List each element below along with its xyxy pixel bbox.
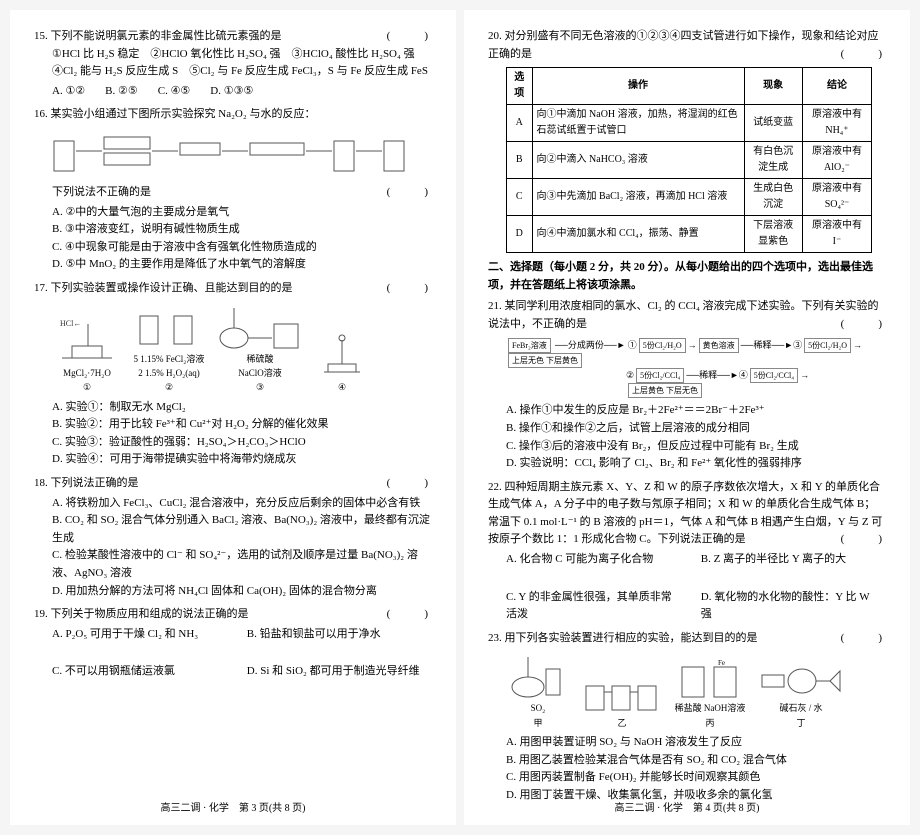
page-left: 15. 下列不能说明氯元素的非金属性比硫元素强的是 ( ) ①HCl 比 H₂S… (10, 10, 456, 825)
q15-optC: C. ④⑤ (158, 83, 191, 101)
q18-a: A. 将铁粉加入 FeCl₃、CuCl₂ 混合溶液中，充分反应后剩余的固体中必含… (52, 495, 432, 513)
q22-opts: A. 化合物 C 可能为离子化合物 B. Z 离子的半径比 Y 离子的大 C. … (506, 551, 886, 624)
q15-line2: ①HCl 比 H₂S 稳定 ②HClO 氧化性比 H₂SO₄ 强 ③HClO₄ … (52, 46, 432, 81)
q21-stem: 21. 某同学利用浓度相同的氯水、Cl₂ 的 CCl₄ 溶液完成下述实验。下列有… (488, 300, 879, 330)
q23-a: A. 用图甲装置证明 SO₂ 与 NaOH 溶液发生了反应 (506, 734, 886, 752)
q22-c: C. Y 的非金属性很强，其单质非常活泼 (506, 589, 681, 624)
q19-d: D. Si 和 SiO₂ 都可用于制造光导纤维 (247, 663, 422, 681)
q21-c: C. 操作③后的溶液中没有 Br₂，但反应过程中可能有 Br₂ 生成 (506, 438, 886, 456)
q17: 17. 下列实验装置或操作设计正确、且能达到目的的是 ( ) HCl← MgCl… (34, 280, 432, 469)
q17-diagram: HCl← MgCl₂·7H₂O① 5 1.15% FeCl₂溶液 2 1.5% … (52, 302, 432, 395)
q15: 15. 下列不能说明氯元素的非金属性比硫元素强的是 ( ) ①HCl 比 H₂S… (34, 28, 432, 100)
q21: 21. 某同学利用浓度相同的氯水、Cl₂ 的 CCl₄ 溶液完成下述实验。下列有… (488, 298, 886, 472)
q19-b: B. 铅盐和钡盐可以用于净水 (247, 626, 422, 644)
q19-opts: A. P₂O₅ 可用于干燥 Cl₂ 和 NH₃ B. 铅盐和钡盐可以用于净水 C… (52, 626, 432, 681)
q20: 20. 对分别盛有不同无色溶液的①②③④四支试管进行如下操作，现象和结论对应正确… (488, 28, 886, 253)
q17-opts: A. 实验①：制取无水 MgCl₂ B. 实验②：用于比较 Fe³⁺和 Cu²⁺… (52, 399, 432, 469)
q15-optB: B. ②⑤ (105, 83, 138, 101)
q19-c: C. 不可以用钢瓶储运液氯 (52, 663, 227, 681)
q19-stem: 19. 下列关于物质应用和组成的说法正确的是 (34, 608, 249, 620)
q18-b: B. CO₂ 和 SO₂ 混合气体分别通入 BaCl₂ 溶液、Ba(NO₃)₂ … (52, 512, 432, 547)
q19-a: A. P₂O₅ 可用于干燥 Cl₂ 和 NH₃ (52, 626, 227, 644)
q18-c: C. 检验某酸性溶液中的 Cl⁻ 和 SO₄²⁻，选用的试剂及顺序是过量 Ba(… (52, 547, 432, 582)
q16-note: 下列说法不正确的是 ( ) (52, 184, 432, 202)
q21-opts: A. 操作①中发生的反应是 Br₂＋2Fe²⁺＝＝2Br⁻＋2Fe³⁺ B. 操… (506, 402, 886, 472)
q18-opts: A. 将铁粉加入 FeCl₃、CuCl₂ 混合溶液中，充分反应后剩余的固体中必含… (52, 495, 432, 601)
footer-left: 高三二调 · 化学 第 3 页(共 8 页) (10, 801, 456, 817)
q20-table: 选项 操作 现象 结论 A向①中滴加 NaOH 溶液，加热，将湿润的红色石蕊试纸… (506, 67, 872, 253)
q23-stem: 23. 用下列各实验装置进行相应的实验，能达到目的的是 (488, 632, 758, 644)
q23-diagram: SO₂ 甲 乙 Fe 稀盐酸 NaOH溶液 丙 碱石灰 / 水 丁 (506, 651, 886, 730)
q17-a: A. 实验①：制取无水 MgCl₂ (52, 399, 432, 417)
q18-d: D. 用加热分解的方法可将 NH₄Cl 固体和 Ca(OH)₂ 固体的混合物分离 (52, 583, 432, 601)
section-2-heading: 二、选择题（每小题 2 分，共 20 分）。从每小题给出的四个选项中，选出最佳选… (488, 259, 886, 294)
q22: 22. 四种短周期主族元素 X、Y、Z 和 W 的原子序数依次增大，X 和 Y … (488, 479, 886, 624)
q22-a: A. 化合物 C 可能为离子化合物 (506, 551, 681, 569)
q22-d: D. 氧化物的水化物的酸性：Y 比 W 强 (701, 589, 876, 624)
q23-b: B. 用图乙装置检验某混合气体是否有 SO₂ 和 CO₂ 混合气体 (506, 752, 886, 770)
page-right: 20. 对分别盛有不同无色溶液的①②③④四支试管进行如下操作，现象和结论对应正确… (464, 10, 910, 825)
q16-diagram (52, 130, 432, 178)
q15-paren: ( ) (387, 28, 432, 46)
q16-stem: 16. 某实验小组通过下图所示实验探究 Na₂O₂ 与水的反应： (34, 106, 432, 124)
q16-b: B. ③中溶液变红，说明有碱性物质生成 (52, 221, 432, 239)
q16: 16. 某实验小组通过下图所示实验探究 Na₂O₂ 与水的反应： 下列说法不正确… (34, 106, 432, 274)
q17-b: B. 实验②：用于比较 Fe³⁺和 Cu²⁺对 H₂O₂ 分解的催化效果 (52, 416, 432, 434)
q17-d: D. 实验④：可用于海带提碘实验中将海带灼烧成灰 (52, 451, 432, 469)
q18-stem: 18. 下列说法正确的是 (34, 477, 139, 489)
q16-opts: A. ②中的大量气泡的主要成分是氧气 B. ③中溶液变红，说明有碱性物质生成 C… (52, 204, 432, 274)
q21-d: D. 实验说明：CCl₄ 影响了 Cl₂、Br₂ 和 Fe²⁺ 氧化性的强弱排序 (506, 455, 886, 473)
q15-stem: 15. 下列不能说明氯元素的非金属性比硫元素强的是 (34, 30, 282, 42)
q16-a: A. ②中的大量气泡的主要成分是氧气 (52, 204, 432, 222)
svg-text:Fe: Fe (718, 659, 725, 667)
q21-a: A. 操作①中发生的反应是 Br₂＋2Fe²⁺＝＝2Br⁻＋2Fe³⁺ (506, 402, 886, 420)
q15-opts: A. ①② B. ②⑤ C. ④⑤ D. ①③⑤ (52, 83, 432, 101)
q17-stem: 17. 下列实验装置或操作设计正确、且能达到目的的是 (34, 282, 293, 294)
q23: 23. 用下列各实验装置进行相应的实验，能达到目的的是 ( ) SO₂ 甲 乙 … (488, 630, 886, 805)
q22-b: B. Z 离子的半径比 Y 离子的大 (701, 551, 876, 569)
q15-optA: A. ①② (52, 83, 85, 101)
q21-diagram: FeBr₂溶液 ──分成两份──► ①5份Cl₂/H₂O→黄色溶液──稀释──►… (506, 338, 886, 399)
q22-stem: 22. 四种短周期主族元素 X、Y、Z 和 W 的原子序数依次增大，X 和 Y … (488, 481, 882, 546)
q17-c: C. 实验③：验证酸性的强弱：H₂SO₄＞H₂CO₃＞HClO (52, 434, 432, 452)
q20-stem: 20. 对分别盛有不同无色溶液的①②③④四支试管进行如下操作，现象和结论对应正确… (488, 30, 879, 60)
q21-b: B. 操作①和操作②之后，试管上层溶液的成分相同 (506, 420, 886, 438)
q16-c: C. ④中现象可能是由于溶液中含有强氧化性物质造成的 (52, 239, 432, 257)
q23-c: C. 用图丙装置制备 Fe(OH)₂ 并能够长时间观察其颜色 (506, 769, 886, 787)
q15-optD: D. ①③⑤ (210, 83, 253, 101)
q23-opts: A. 用图甲装置证明 SO₂ 与 NaOH 溶液发生了反应 B. 用图乙装置检验… (506, 734, 886, 804)
svg-text:HCl←: HCl← (60, 319, 81, 328)
q19: 19. 下列关于物质应用和组成的说法正确的是 ( ) A. P₂O₅ 可用于干燥… (34, 606, 432, 681)
q16-d: D. ⑤中 MnO₂ 的主要作用是降低了水中氧气的溶解度 (52, 256, 432, 274)
q18: 18. 下列说法正确的是 ( ) A. 将铁粉加入 FeCl₃、CuCl₂ 混合… (34, 475, 432, 600)
footer-right: 高三二调 · 化学 第 4 页(共 8 页) (464, 801, 910, 817)
